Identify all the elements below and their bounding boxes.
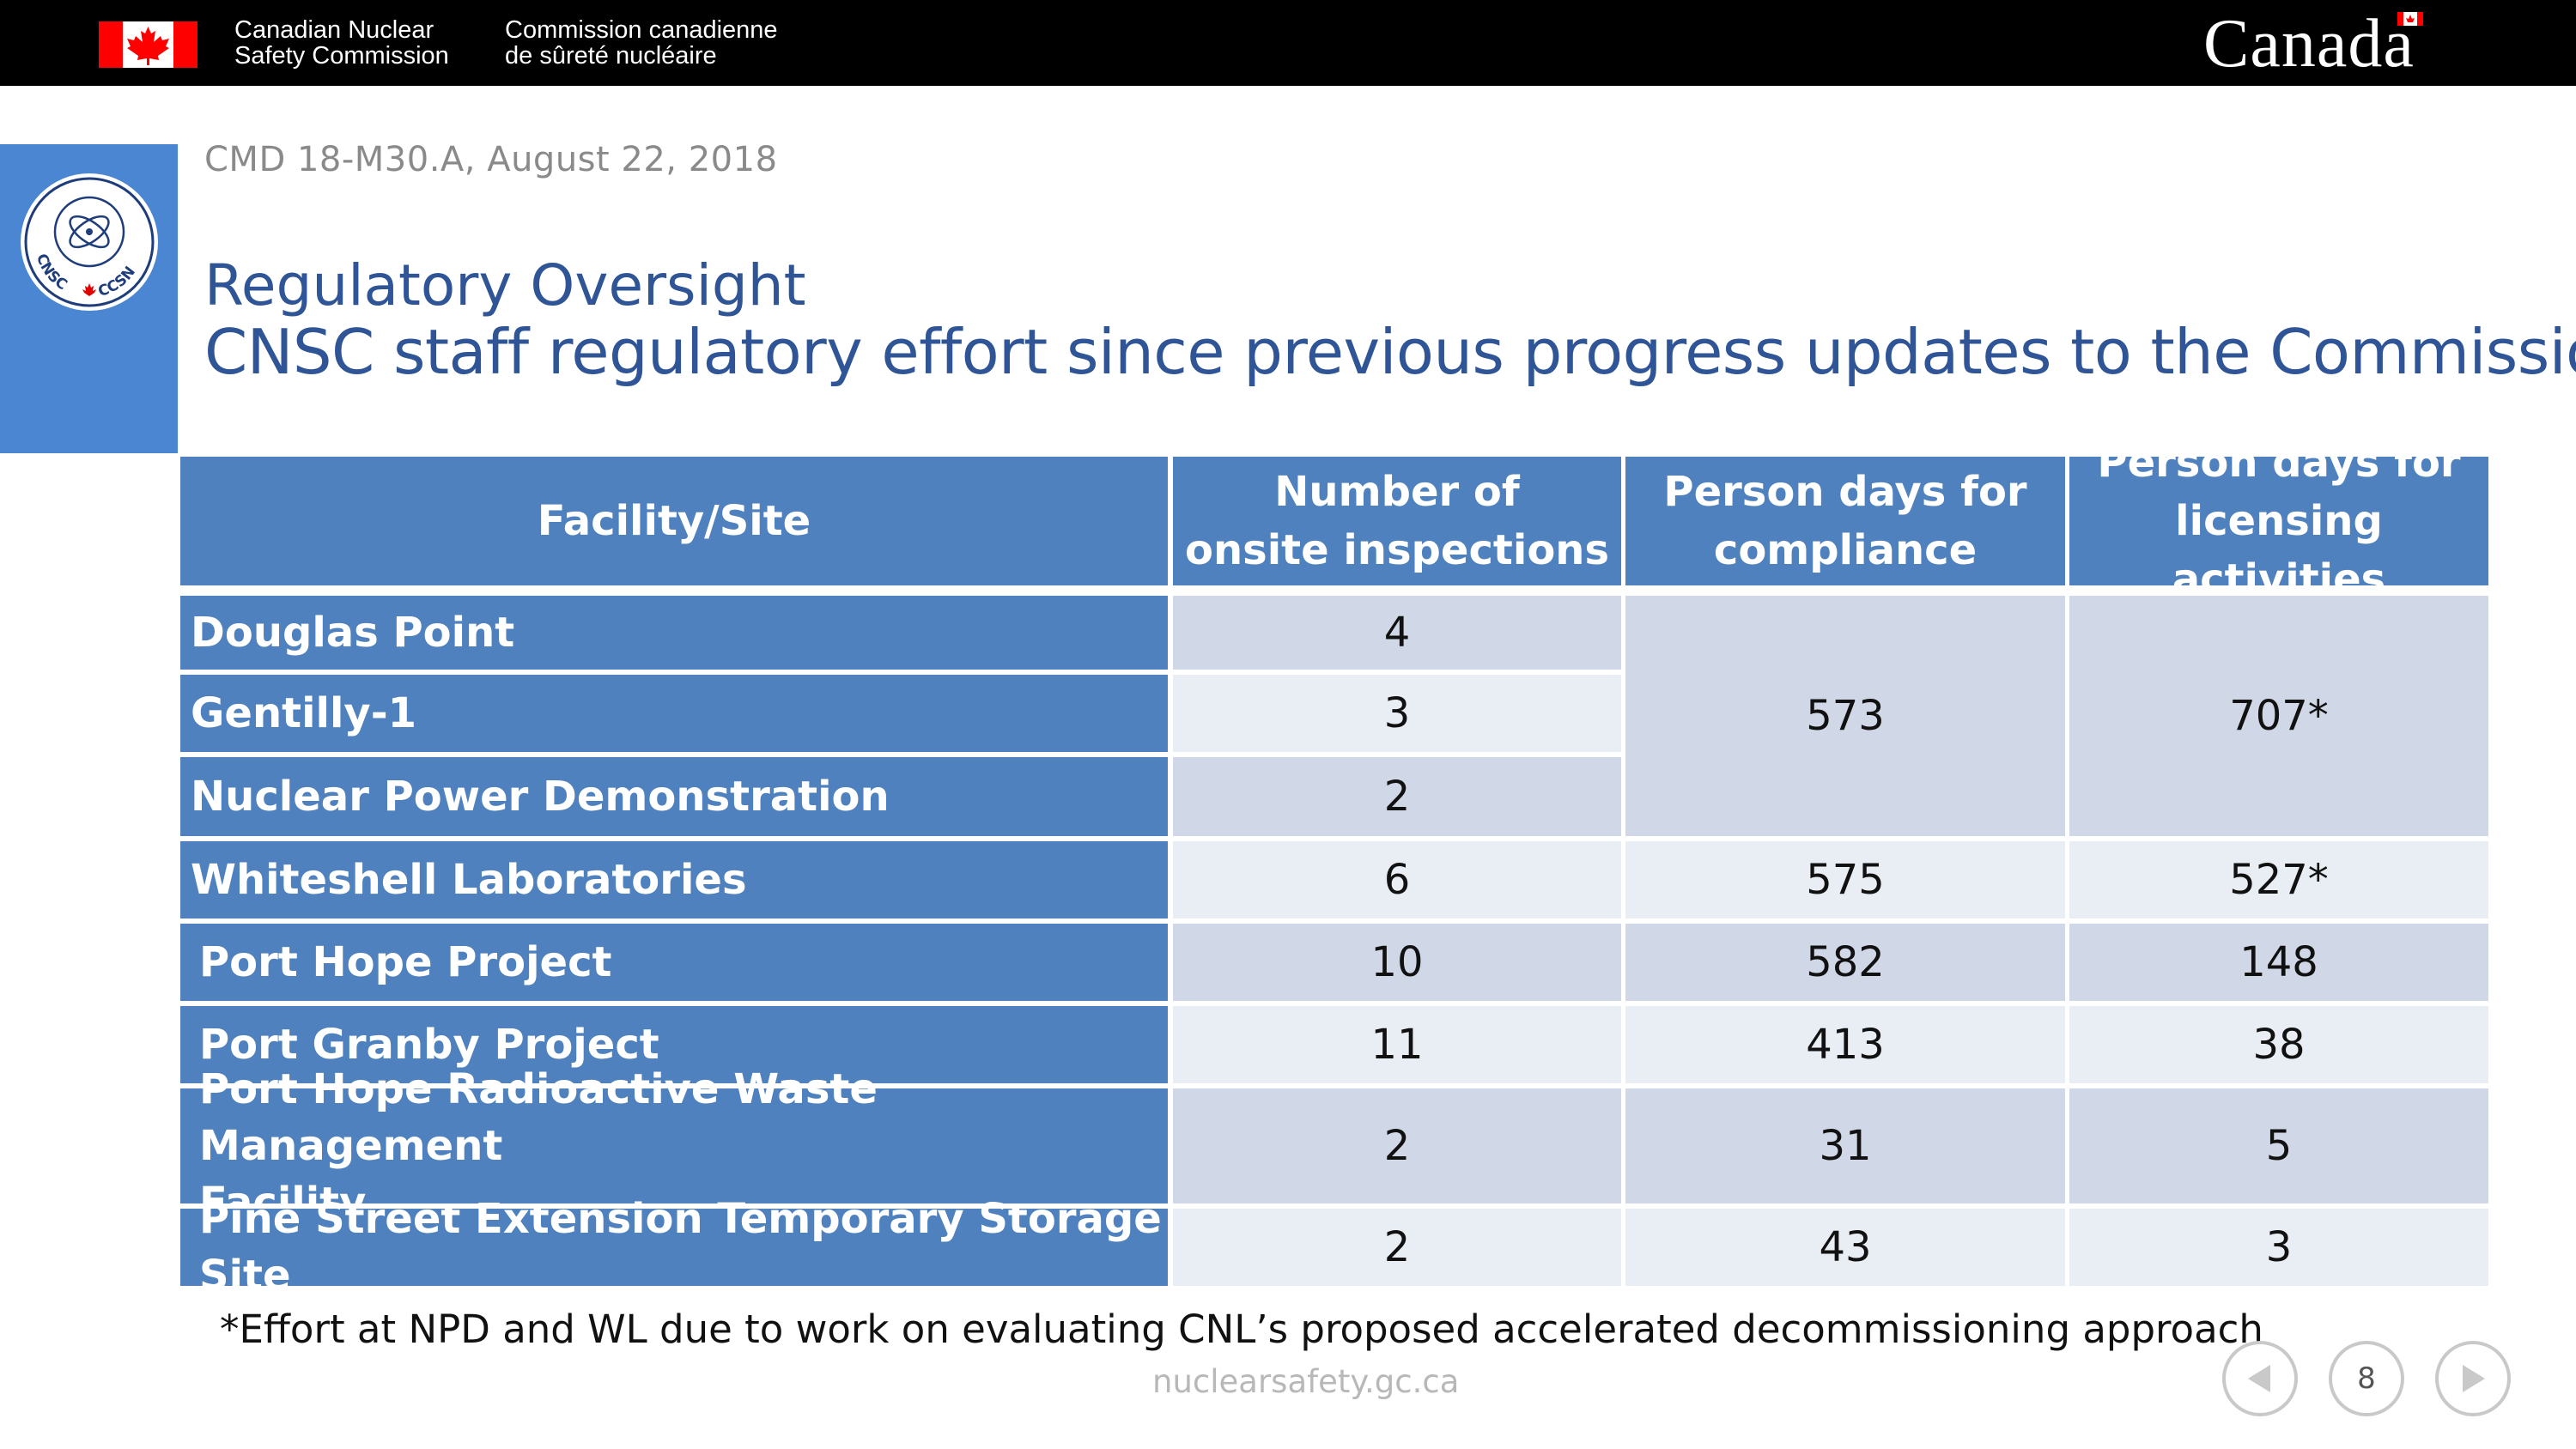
previous-slide-button[interactable] [2222,1341,2298,1416]
merged-compliance-cell: 573 [1625,596,2065,836]
licensing-cell: 5 [2069,1088,2488,1203]
table-row-site: Port Hope Project [180,924,1168,1001]
table-row-site: Port Hope Radioactive Waste Management F… [180,1065,1168,1227]
table-row-site: Port Granby Project [180,1006,1168,1083]
header-facility-site-label: Facility/Site [537,497,811,545]
licensing-cell: 148 [2069,924,2488,1001]
header-compliance-line2: compliance [1713,526,1978,574]
inspections-cell: 4 [1173,596,1621,670]
licensing-cell: 38 [2069,1006,2488,1083]
table-row-site: Nuclear Power Demonstration [180,757,1168,836]
licensing-cell: 527* [2069,841,2488,919]
page-number-indicator: 8 [2329,1341,2404,1416]
header-facility-site: Facility/Site [180,457,1168,585]
slide-title: Regulatory Oversight [204,252,806,318]
inspections-cell: 10 [1173,924,1621,1001]
header-inspections-line1: Number of [1274,468,1520,516]
triangle-left-icon [2248,1365,2270,1392]
org-name-fr-line1: Commission canadienne [505,16,778,44]
table-row-site: Gentilly-1 [180,675,1168,752]
compliance-cell: 413 [1625,1006,2065,1083]
header-onsite-inspections: Number of onsite inspections [1173,457,1621,585]
header-inspections-line2: onsite inspections [1184,526,1610,574]
header-compliance-line1: Person days for [1663,468,2027,516]
site-name-line1: Port Hope Radioactive Waste Management [199,1065,878,1170]
inspections-cell: 3 [1173,675,1621,752]
page-number: 8 [2357,1361,2376,1396]
compliance-cell: 575 [1625,841,2065,919]
document-reference: CMD 18-M30.A, August 22, 2018 [204,140,778,179]
header-person-days-compliance: Person days for compliance [1625,457,2065,585]
org-name-fr-line2: de sûreté nucléaire [505,42,717,70]
government-header-bar: Canadian Nuclear Safety Commission Commi… [0,0,2576,86]
inspections-cell: 6 [1173,841,1621,919]
inspections-cell: 2 [1173,757,1621,836]
website-link[interactable]: nuclearsafety.gc.ca [1152,1363,1460,1400]
table-row-site: Douglas Point [180,596,1168,670]
table-row-site: Pine Street Extension Temporary Storage … [180,1195,1168,1300]
next-slide-button[interactable] [2435,1341,2511,1416]
header-licensing-line1: Person days for [2097,439,2461,487]
header-person-days-licensing: Person days for licensing activities [2069,439,2488,603]
inspections-cell: 11 [1173,1006,1621,1083]
inspections-cell: 2 [1173,1209,1621,1286]
compliance-cell: 43 [1625,1209,2065,1286]
org-name-english: Canadian Nuclear Safety Commission [234,17,449,69]
table-footnote: *Effort at NPD and WL due to work on eva… [220,1307,2263,1352]
compliance-cell: 31 [1625,1088,2065,1203]
triangle-right-icon [2463,1365,2485,1392]
canada-flag-icon [99,21,197,68]
org-name-en-line1: Canadian Nuclear [234,16,434,44]
compliance-cell: 582 [1625,924,2065,1001]
merged-licensing-cell: 707* [2069,596,2488,836]
org-name-en-line2: Safety Commission [234,42,449,70]
cnsc-ccsn-logo-icon: CNSC CCSN [21,173,158,311]
header-licensing-line2: licensing activities [2172,497,2386,603]
licensing-cell: 3 [2069,1209,2488,1286]
slide-subtitle: CNSC staff regulatory effort since previ… [204,316,2576,388]
canada-wordmark: Canada [2203,6,2415,82]
org-name-french: Commission canadienne de sûreté nucléair… [505,17,778,69]
wordmark-flag-icon [2397,12,2423,26]
inspections-cell: 2 [1173,1088,1621,1203]
table-row-site: Whiteshell Laboratories [180,841,1168,919]
